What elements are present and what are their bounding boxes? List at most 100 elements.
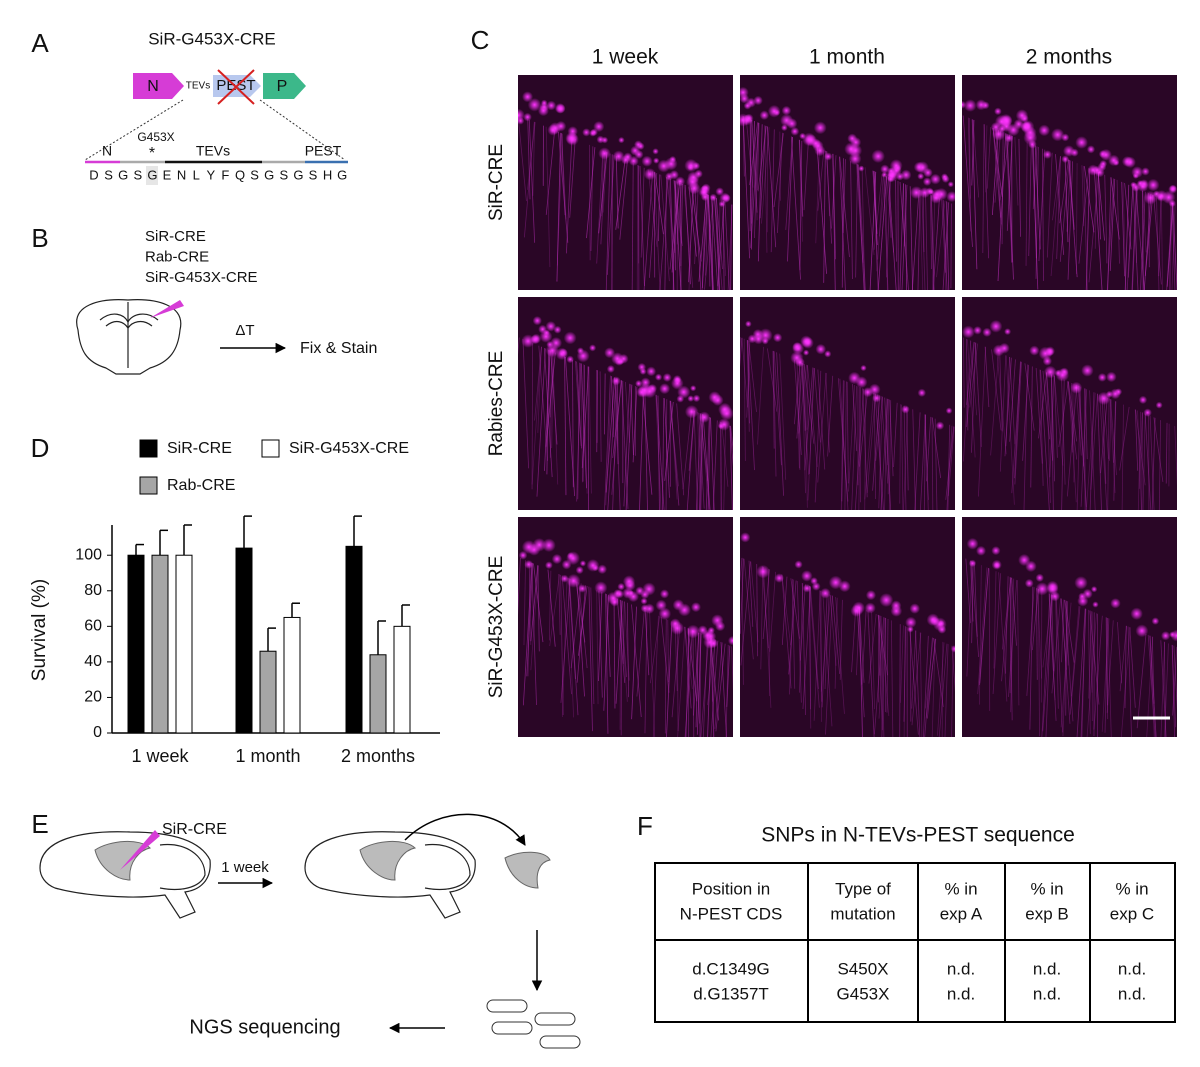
cell-body (580, 560, 586, 566)
cell-body (1024, 126, 1037, 139)
cell-body (539, 102, 548, 111)
cell-body (774, 573, 784, 583)
cell-body (801, 570, 812, 581)
legend-swatch (140, 477, 157, 494)
cell-body (760, 110, 770, 120)
table-cell: n.d. (1033, 984, 1061, 1003)
cell-body (1110, 598, 1120, 608)
cell-body (694, 170, 702, 178)
cell-body (1100, 149, 1112, 161)
cell-body (1157, 193, 1164, 200)
residue: N (177, 167, 186, 182)
micrograph (732, 517, 960, 791)
cell-body (847, 134, 857, 144)
bar (394, 626, 410, 733)
column-header: 1 week (592, 46, 659, 69)
legend-label: SiR-G453X-CRE (289, 440, 409, 457)
cell-body (871, 149, 885, 163)
cell-body (1098, 163, 1107, 172)
residue: H (323, 167, 332, 182)
cell-body (718, 423, 724, 429)
virus-name: Rab-CRE (145, 248, 209, 265)
cell-body (1143, 408, 1151, 416)
cell-body (659, 383, 670, 394)
residue: G (118, 167, 128, 182)
cell-body (1075, 136, 1088, 149)
cell-body (773, 333, 782, 342)
cell-body (554, 326, 562, 334)
cell-body (691, 602, 701, 612)
cell-body (533, 316, 542, 325)
column-header: 2 months (1026, 46, 1112, 69)
cell-body (865, 602, 876, 613)
table-cell: n.d. (1118, 984, 1146, 1003)
cell-body (597, 564, 607, 574)
hippocampus-dissected (505, 852, 550, 888)
column-header: 1 month (809, 46, 885, 69)
residue: D (89, 167, 98, 182)
cell-body (1087, 145, 1095, 153)
y-axis-label: Survival (%) (29, 579, 50, 681)
legend-swatch (140, 440, 157, 457)
cell-body (685, 405, 699, 419)
cell-body (1124, 156, 1136, 168)
residue: S (250, 167, 259, 182)
table-cell: d.G1357T (693, 984, 769, 1003)
cell-body (642, 582, 655, 595)
cell-body (522, 91, 533, 102)
cell-body (552, 554, 562, 564)
row-header: Rabies-CRE (486, 351, 507, 457)
cell-body (923, 168, 933, 178)
dendrite (1041, 590, 1042, 702)
arrow (405, 814, 525, 845)
y-tick-label: 40 (84, 653, 102, 670)
residue: F (221, 167, 229, 182)
table-header: Position in (692, 879, 770, 898)
cell-body (708, 627, 715, 634)
cell-body (780, 114, 793, 127)
cell-body (1036, 582, 1049, 595)
cell-body (1043, 356, 1052, 365)
cell-body (568, 126, 578, 136)
cell-body (1025, 561, 1037, 573)
bar (260, 651, 276, 733)
cell-body (1130, 607, 1142, 619)
cell-body (670, 618, 681, 629)
cell-body (1135, 624, 1148, 637)
cell-body (927, 613, 940, 626)
cell-body (740, 532, 750, 542)
table-header: exp C (1110, 904, 1154, 923)
cell-body (678, 603, 691, 616)
cell-body (866, 590, 876, 600)
cell-body (973, 326, 982, 335)
cell-body (564, 332, 577, 345)
cell-body (869, 384, 881, 396)
cell-body (636, 387, 647, 398)
cell-body (1045, 346, 1055, 356)
cell-body (576, 566, 584, 574)
cell-body (665, 172, 673, 180)
cell-body (607, 365, 615, 373)
cell-body (946, 407, 953, 414)
bar (176, 555, 192, 733)
cell-body (744, 102, 752, 110)
cell-body (962, 326, 975, 339)
cell-body (1106, 372, 1117, 383)
residue: S (279, 167, 288, 182)
cell-body (803, 350, 809, 356)
panel-label: D (31, 433, 50, 463)
cell-body (848, 372, 861, 385)
cell-body (1051, 128, 1064, 141)
y-tick-label: 80 (84, 582, 102, 599)
cell-body (566, 356, 574, 364)
cell-body (567, 574, 581, 588)
table-cell: S450X (837, 959, 888, 978)
cell-body (523, 113, 532, 122)
legend-label: Rab-CRE (167, 477, 235, 494)
residue: G (264, 167, 274, 182)
cell-body (753, 96, 762, 105)
table-header: % in (1115, 879, 1148, 898)
step-label: Fix & Stain (300, 340, 377, 357)
cell-body (814, 121, 827, 134)
cell-body (644, 168, 656, 180)
